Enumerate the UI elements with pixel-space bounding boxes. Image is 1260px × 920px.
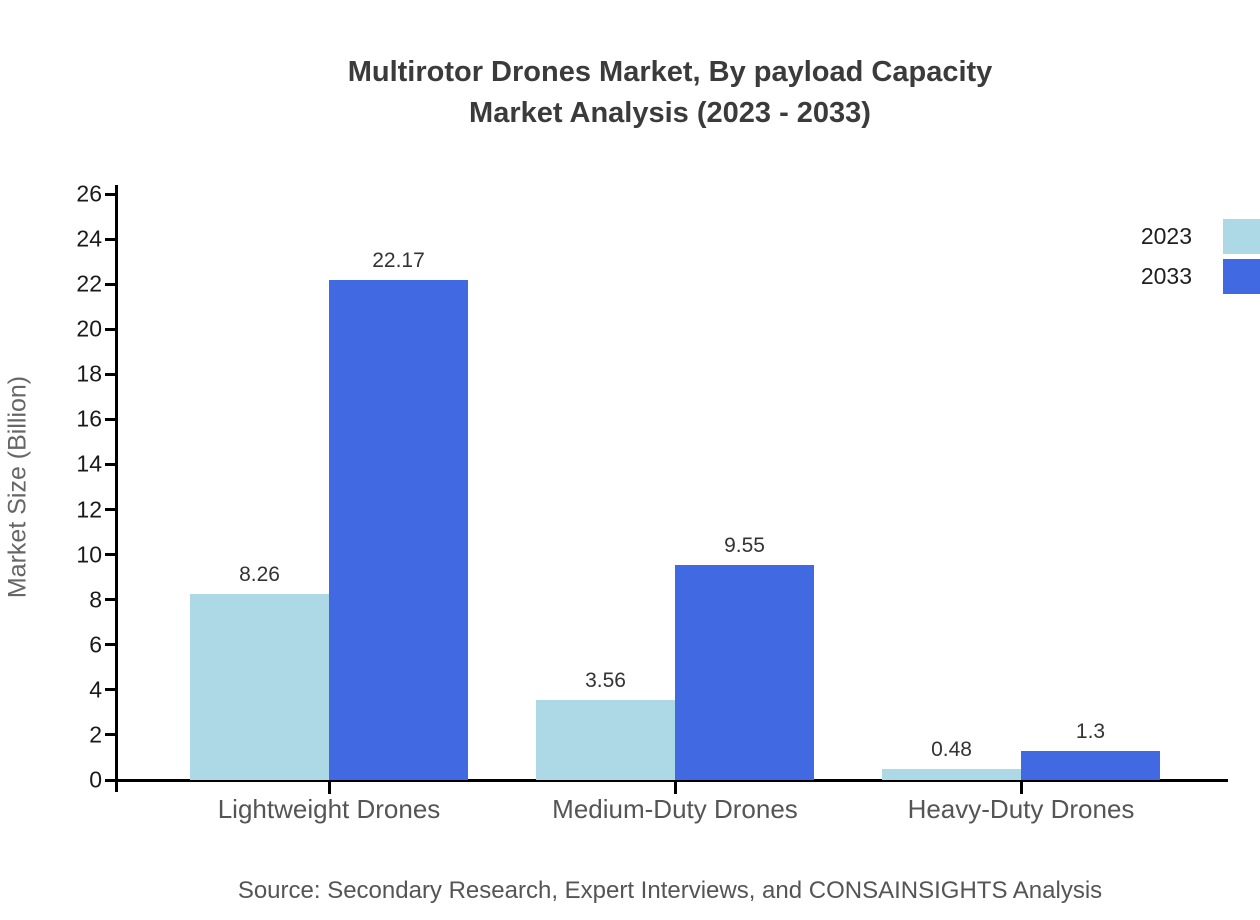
bar-2023-medium-duty-drones <box>536 699 675 780</box>
y-axis-tick-label: 16 <box>76 405 102 432</box>
y-axis-tick <box>105 282 117 286</box>
y-axis-tick <box>105 553 117 557</box>
category-label: Heavy-Duty Drones <box>907 794 1135 824</box>
y-axis-tick <box>105 733 117 737</box>
chart-title-line1: Multirotor Drones Market, By payload Cap… <box>347 56 993 88</box>
y-axis-title: Market Size (Billion) <box>3 375 32 599</box>
bar-2023-heavy-duty-drones <box>882 769 1021 780</box>
y-axis-tick-label: 26 <box>76 180 102 207</box>
x-axis-tick <box>1019 781 1023 794</box>
category-label: Medium-Duty Drones <box>552 794 798 824</box>
legend-swatch-2023-icon <box>1223 219 1260 254</box>
legend-item-2023: 2023 <box>1141 219 1260 254</box>
legend-label-2033: 2033 <box>1140 263 1192 289</box>
y-axis-tick-label: 14 <box>76 450 102 477</box>
chart-title: Multirotor Drones Market, By payload Cap… <box>80 52 1260 134</box>
y-axis-tick <box>105 237 117 241</box>
legend: 2023 2033 <box>1141 219 1260 299</box>
x-axis-tick <box>673 781 677 794</box>
value-label: 1.3 <box>1075 719 1106 743</box>
y-axis-tick-label: 22 <box>76 270 102 297</box>
y-axis-tick <box>105 417 117 421</box>
y-axis-tick <box>105 462 117 466</box>
chart-title-line2: Market Analysis (2023 - 2033) <box>469 97 871 129</box>
bar-2033-medium-duty-drones <box>675 564 814 780</box>
value-label: 8.26 <box>239 562 280 586</box>
y-axis-tick <box>105 372 117 376</box>
legend-swatch-2033-icon <box>1223 259 1260 294</box>
y-axis-tick <box>105 508 117 512</box>
bar-2033-lightweight-drones <box>329 280 468 780</box>
y-axis-tick-label: 12 <box>76 496 102 523</box>
x-axis-line <box>115 779 1228 782</box>
y-axis-tick <box>105 598 117 602</box>
y-axis-tick-label: 20 <box>76 315 102 342</box>
y-axis-tick <box>105 327 117 331</box>
y-axis-tick-label: 24 <box>76 225 102 252</box>
y-axis-tick <box>105 778 117 782</box>
value-label: 3.56 <box>585 668 626 692</box>
y-axis-tick-label: 0 <box>89 766 102 793</box>
y-axis-tick-label: 2 <box>89 721 102 748</box>
legend-item-2033: 2033 <box>1141 259 1260 294</box>
legend-label-2023: 2023 <box>1140 223 1192 249</box>
x-axis-tick <box>327 781 331 794</box>
value-label: 22.17 <box>372 249 425 273</box>
value-label: 0.48 <box>931 738 972 762</box>
y-axis-line <box>115 185 118 792</box>
bar-2033-heavy-duty-drones <box>1021 750 1160 780</box>
y-axis-tick <box>105 192 117 196</box>
y-axis-tick <box>105 688 117 692</box>
bar-2023-lightweight-drones <box>190 593 329 780</box>
y-axis-tick-label: 8 <box>89 586 102 613</box>
y-axis-tick-label: 10 <box>76 541 102 568</box>
category-label: Lightweight Drones <box>217 794 441 824</box>
y-axis-tick-label: 18 <box>76 360 102 387</box>
source-note: Source: Secondary Research, Expert Inter… <box>237 877 1103 904</box>
y-axis-tick-label: 4 <box>89 676 102 703</box>
y-axis-tick <box>105 643 117 647</box>
value-label: 9.55 <box>724 533 765 557</box>
y-axis-tick-label: 6 <box>89 631 102 658</box>
